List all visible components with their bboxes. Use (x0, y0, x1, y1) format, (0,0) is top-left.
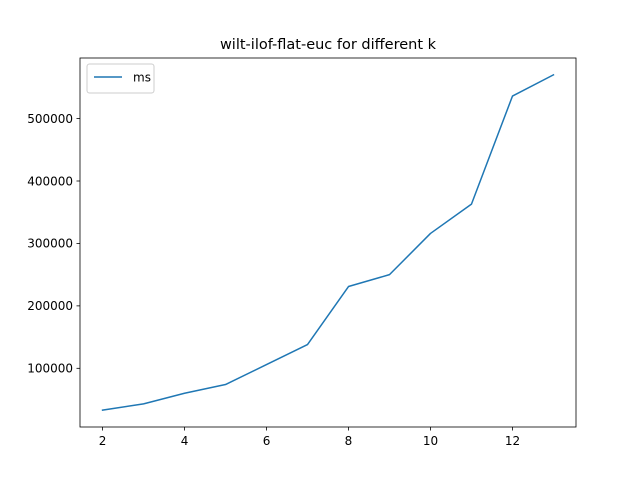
x-tick-label: 12 (505, 434, 520, 448)
legend-label: ms (133, 70, 151, 84)
series-layer (101, 73, 555, 411)
data-point (429, 232, 432, 235)
axes: 2 4 6 8 10 12 100000 200000 300000 400000 500000 (27, 57, 577, 448)
data-point (183, 392, 186, 395)
y-tick-label: 300000 (27, 237, 73, 251)
data-point (347, 285, 350, 288)
data-point (511, 95, 514, 98)
y-tick-label: 400000 (27, 174, 73, 188)
data-point (101, 409, 104, 412)
x-tick-label: 8 (345, 434, 353, 448)
data-point (306, 343, 309, 346)
data-point (388, 273, 391, 276)
data-point (224, 383, 227, 386)
plot-frame (79, 57, 577, 428)
series-line-ms (101, 73, 555, 411)
legend-box (86, 63, 155, 94)
chart-title: wilt-ilof-flat-euc for different k (220, 37, 437, 53)
x-tick-label: 10 (423, 434, 438, 448)
legend: ms (86, 63, 155, 94)
y-tick-label: 200000 (27, 299, 73, 313)
y-tick-label: 100000 (27, 362, 73, 376)
data-point (552, 73, 555, 76)
data-point (265, 363, 268, 366)
y-tick-label: 500000 (27, 112, 73, 126)
data-point (470, 203, 473, 206)
x-tick-label: 6 (263, 434, 271, 448)
x-tick-label: 4 (181, 434, 189, 448)
x-tick-label: 2 (99, 434, 107, 448)
data-point (142, 402, 145, 405)
